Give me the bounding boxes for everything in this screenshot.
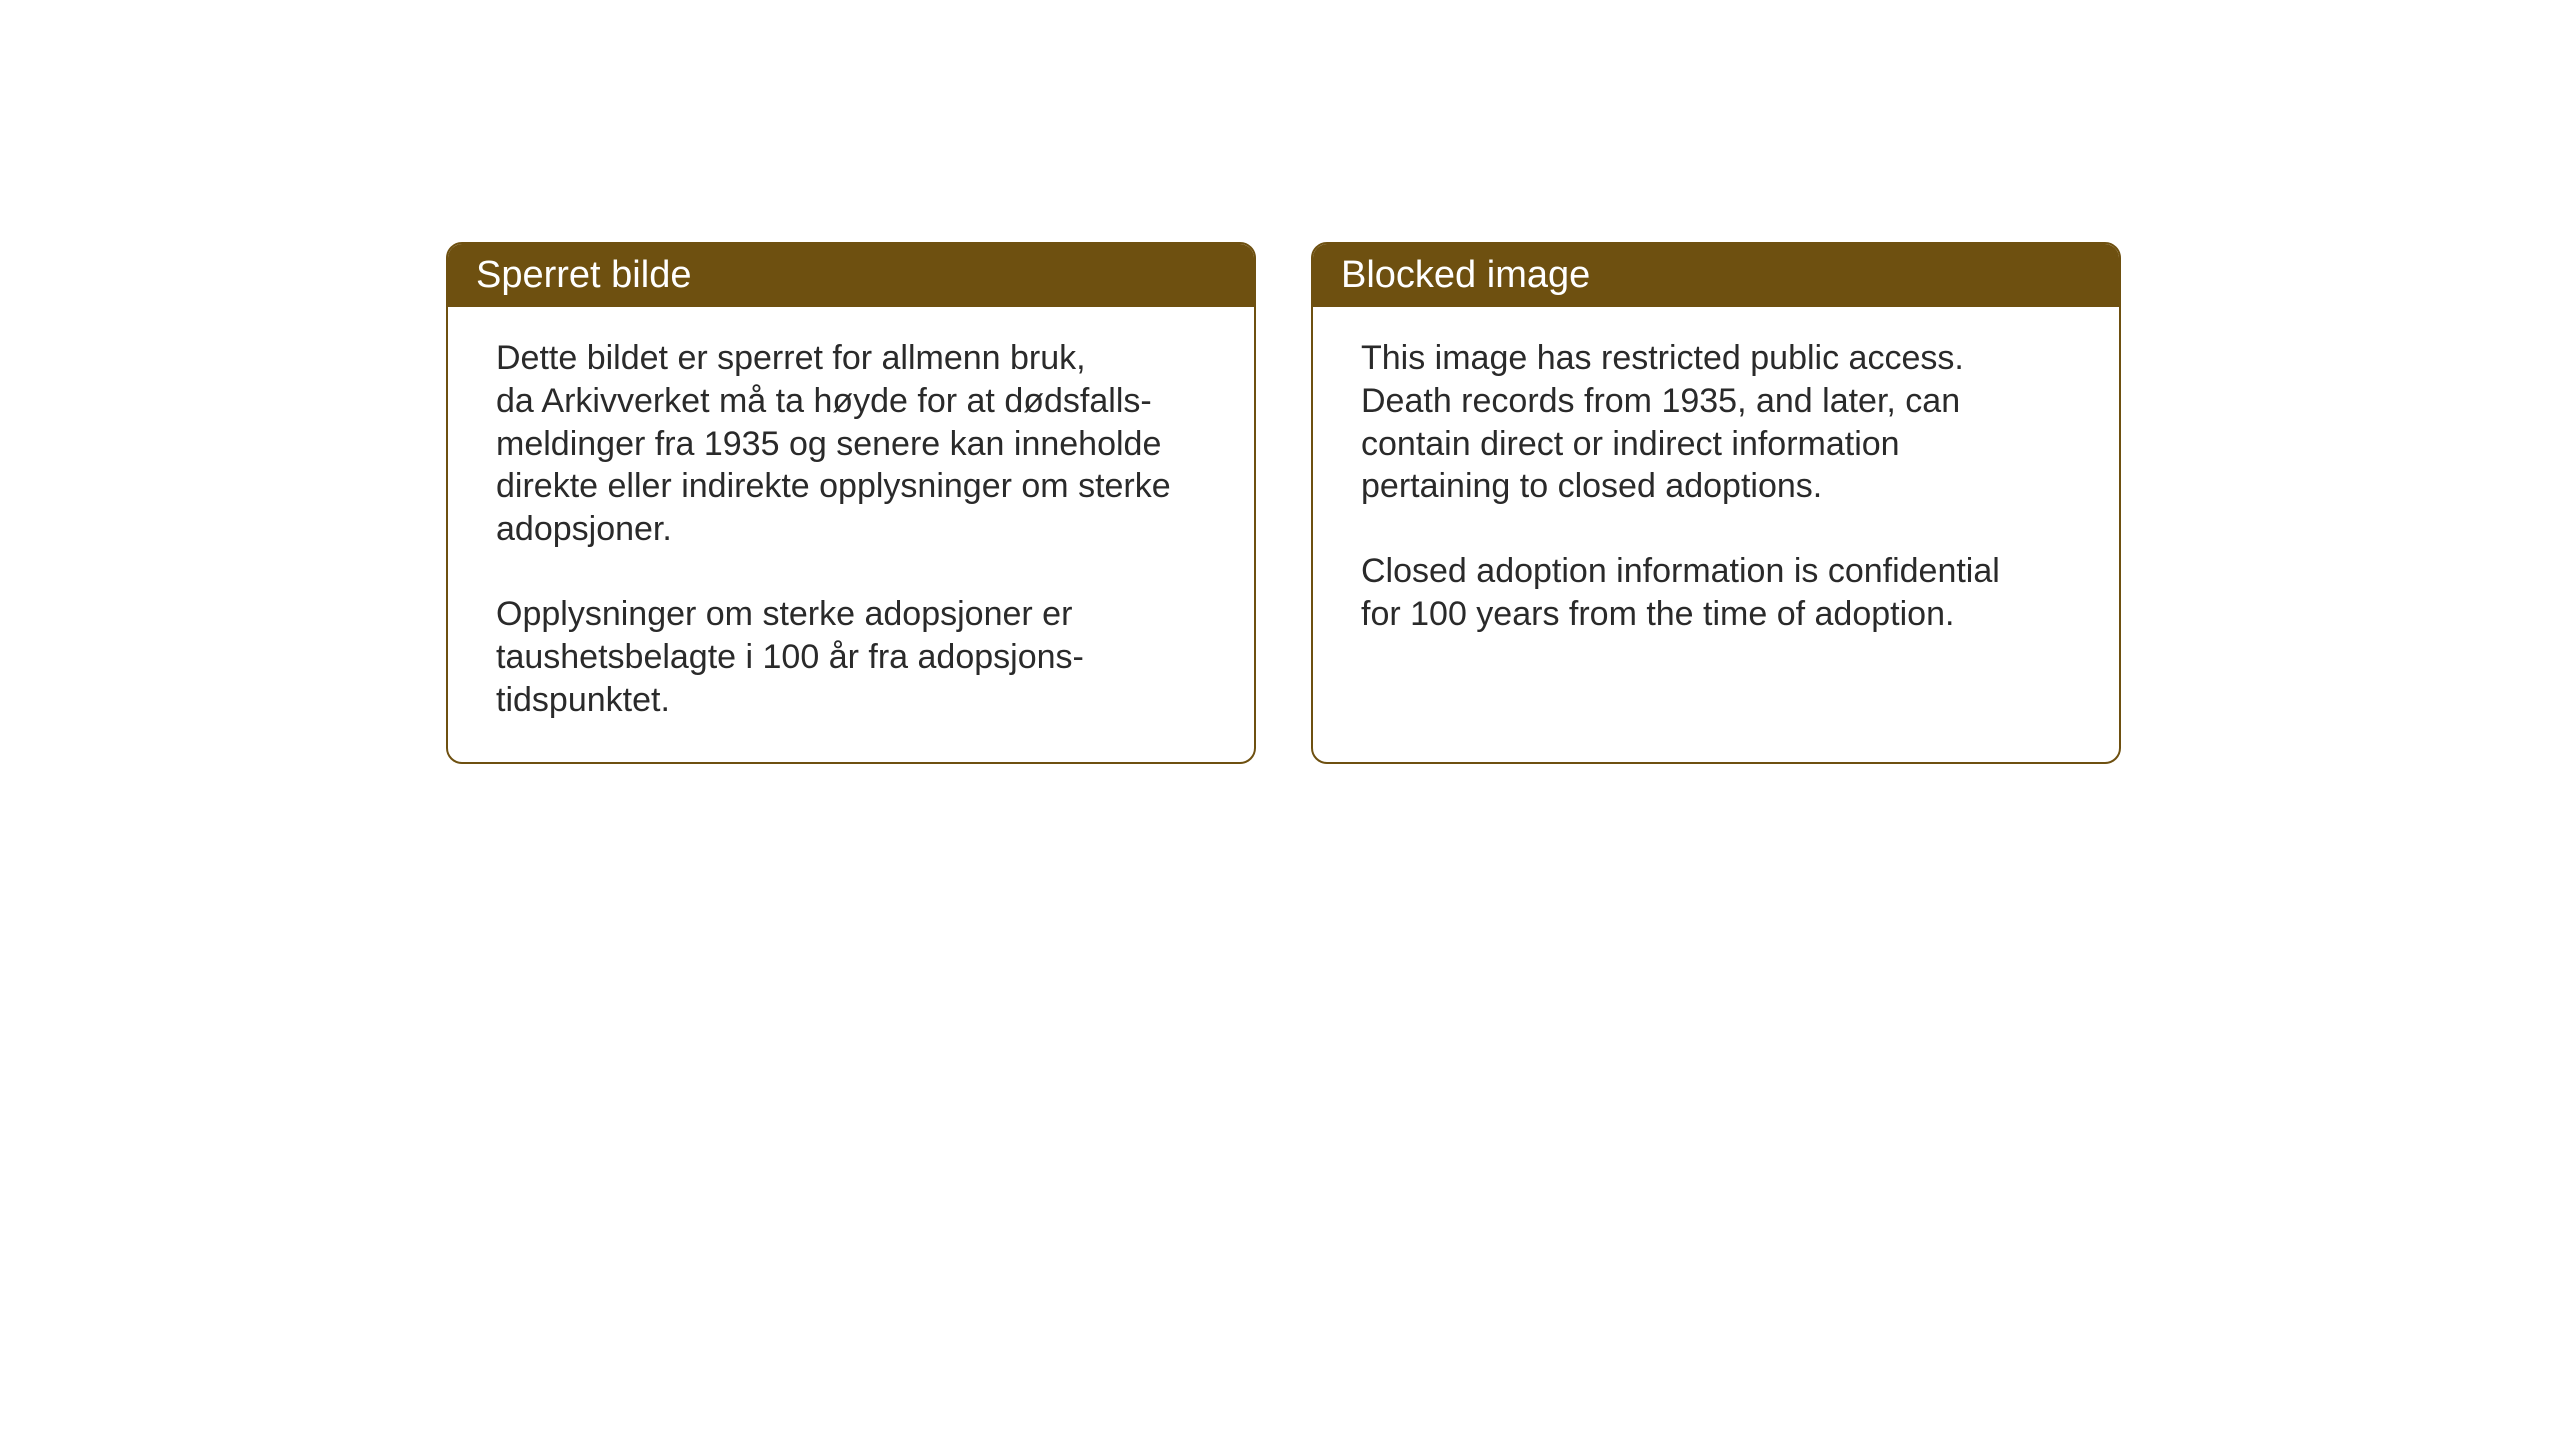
card-paragraph-2: Closed adoption information is confident… — [1361, 550, 2071, 636]
card-paragraph-1: This image has restricted public access.… — [1361, 337, 2071, 508]
card-body-english: This image has restricted public access.… — [1313, 307, 2119, 737]
card-header-norwegian: Sperret bilde — [448, 244, 1254, 307]
card-paragraph-2: Opplysninger om sterke adopsjoner ertaus… — [496, 593, 1206, 721]
notice-cards-container: Sperret bilde Dette bildet er sperret fo… — [446, 242, 2121, 764]
card-paragraph-1: Dette bildet er sperret for allmenn bruk… — [496, 337, 1206, 551]
notice-card-norwegian: Sperret bilde Dette bildet er sperret fo… — [446, 242, 1256, 764]
card-body-norwegian: Dette bildet er sperret for allmenn bruk… — [448, 307, 1254, 762]
notice-card-english: Blocked image This image has restricted … — [1311, 242, 2121, 764]
card-header-english: Blocked image — [1313, 244, 2119, 307]
